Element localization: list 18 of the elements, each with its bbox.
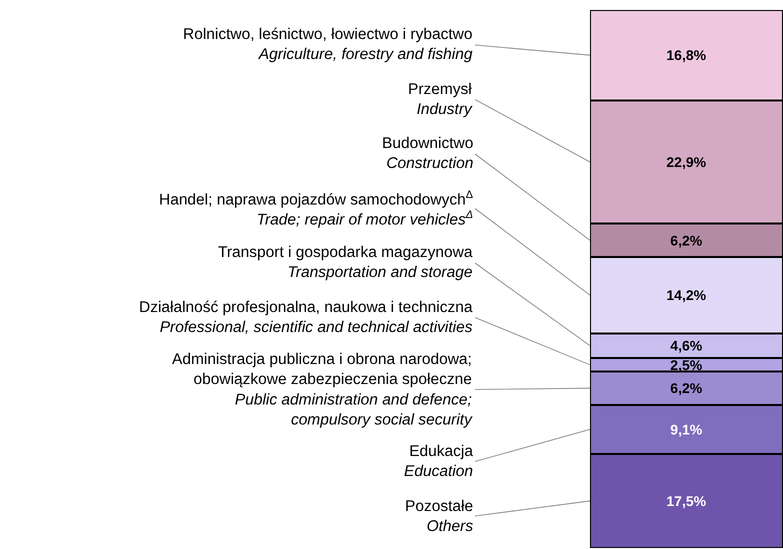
data-label: 6,2% <box>670 232 703 248</box>
data-label: 14,2% <box>666 287 707 304</box>
data-label: 2,5% <box>670 356 703 373</box>
text: Przemysł Industry <box>408 81 473 118</box>
text: Pozostałe Others <box>405 498 474 536</box>
text: Administracja publiczna i obrona narodowa; obowiązkowe zabezpieczenia społeczne Public administration and defence; compulsory social security <box>172 351 474 428</box>
data-label: 22,9% <box>666 154 707 170</box>
text: Działalność profesjonalna, naukowa i techniczna Professional, scientific and technical activities <box>139 299 473 336</box>
text: Handel; naprawa pojazdów samochodowych$^{Δ}$ Trade; repair of motor vehicles$^{Δ}$ <box>159 189 473 229</box>
text: Transport i gospodarka magazynowa Transportation and storage <box>218 244 473 282</box>
data-label: 9,1% <box>670 421 703 438</box>
text: Budownictwo Construction <box>382 135 474 172</box>
data-label: 4,6% <box>670 338 703 354</box>
data-label: 6,2% <box>670 380 703 396</box>
data-label: 16,8% <box>666 47 707 64</box>
text: Rolnictwo, leśnictwo, łowiectwo i rybactwo Agriculture, forestry and fishing <box>183 26 473 64</box>
text: Edukacja Education <box>404 443 474 480</box>
data-label: 17,5% <box>666 492 707 509</box>
